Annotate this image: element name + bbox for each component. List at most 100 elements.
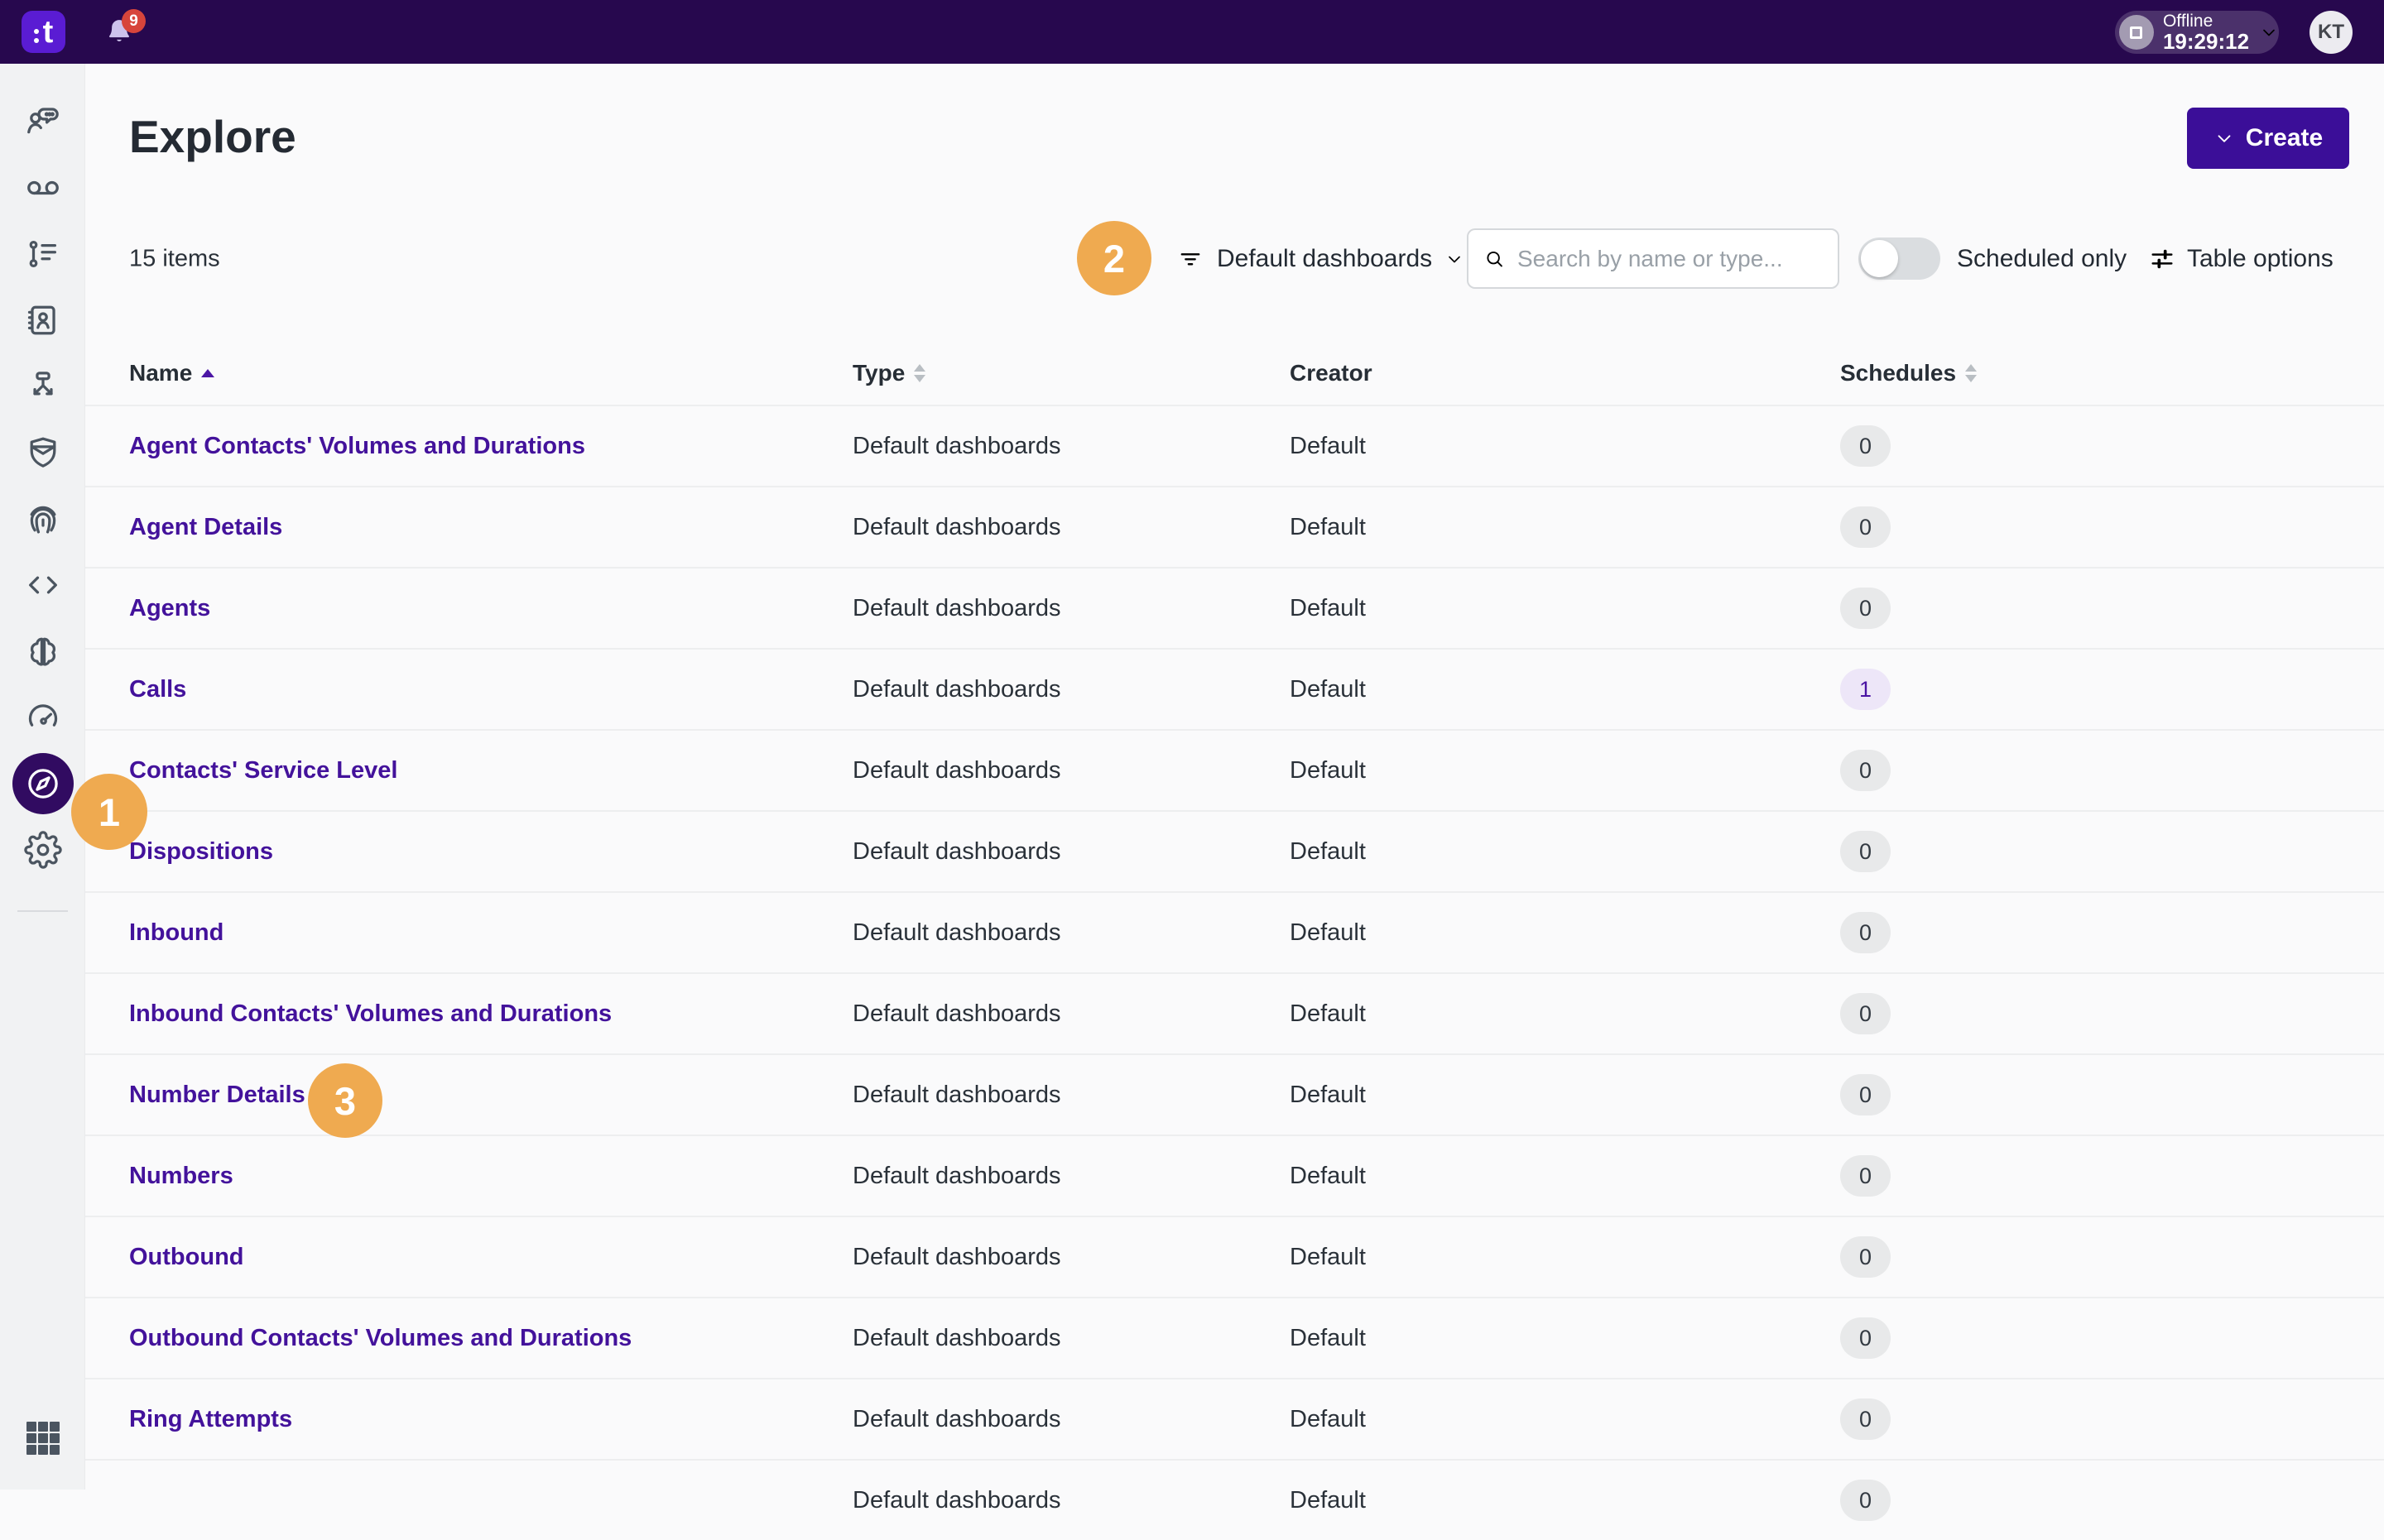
sidebar-item-developer[interactable] <box>24 566 62 604</box>
dashboard-link[interactable]: Agents <box>129 594 211 621</box>
column-header-type[interactable]: Type <box>853 360 926 386</box>
sidebar-item-agent-chat[interactable] <box>24 103 62 141</box>
search-icon <box>1487 251 1502 266</box>
schedules-count-badge: 0 <box>1840 425 1891 467</box>
status-timer: 19:29:12 <box>2162 29 2250 54</box>
row-type: Default dashboards <box>853 675 1061 703</box>
chevron-down-icon <box>2218 135 2231 142</box>
explore-compass-icon <box>27 769 58 799</box>
schedules-count-badge: 0 <box>1840 993 1891 1034</box>
table-row: Outbound Contacts' Volumes and Durations… <box>85 1297 2384 1378</box>
chevron-down-icon <box>1449 256 1461 263</box>
notification-count-badge: 9 <box>122 9 146 33</box>
dashboard-link[interactable]: Numbers <box>129 1162 233 1189</box>
main-content: Explore Create 15 items Default dashboar… <box>85 64 2384 1521</box>
settings-gear-icon <box>23 831 62 869</box>
sort-ascending-icon <box>201 369 215 377</box>
schedules-count-badge: 0 <box>1840 831 1891 872</box>
row-type: Default dashboards <box>853 919 1061 946</box>
sort-icon <box>914 364 926 382</box>
table-options-label: Table options <box>2187 245 2334 272</box>
filter-selected-value: Default dashboards <box>1217 245 1433 272</box>
dashboard-link[interactable]: Outbound <box>129 1243 244 1270</box>
create-button[interactable]: Create <box>2187 108 2349 169</box>
table-row: Inbound Contacts' Volumes and Durations … <box>85 972 2384 1053</box>
type-filter-dropdown[interactable]: Default dashboards <box>1176 245 1464 273</box>
dashboard-link[interactable]: Inbound Contacts' Volumes and Durations <box>129 1000 613 1027</box>
dashboard-link[interactable]: Number Details <box>129 1081 305 1108</box>
notifications-button[interactable]: 9 <box>103 9 146 50</box>
sidebar-item-voicemail[interactable] <box>24 169 62 207</box>
row-creator: Default <box>1290 594 1366 621</box>
schedules-count-badge: 0 <box>1840 912 1891 953</box>
ai-brain-icon <box>30 637 55 666</box>
sidebar-item-settings[interactable] <box>23 831 62 869</box>
filter-lines-icon <box>1180 253 1200 266</box>
search-input[interactable] <box>1517 245 1823 272</box>
dashboard-link[interactable]: Dispositions <box>129 837 274 865</box>
sidebar-divider <box>17 910 68 912</box>
schedules-count-badge: 0 <box>1840 1074 1891 1115</box>
row-creator: Default <box>1290 1243 1366 1270</box>
create-button-label: Create <box>2245 124 2324 151</box>
annotation-step-1: 1 <box>71 774 147 850</box>
dashboard-link[interactable]: Outbound Contacts' Volumes and Durations <box>129 1324 632 1351</box>
status-label: Offline <box>2162 12 2213 31</box>
table-row: Calls Default dashboards Default 1 <box>85 648 2384 729</box>
row-type: Default dashboards <box>853 1405 1061 1432</box>
logo-dots <box>33 29 39 43</box>
row-type: Default dashboards <box>853 1162 1061 1189</box>
row-creator: Default <box>1290 919 1366 946</box>
page-title: Explore <box>129 111 296 162</box>
column-header-name[interactable]: Name <box>129 360 215 386</box>
dashboard-link[interactable]: Contacts' Service Level <box>129 756 398 784</box>
interaction-list-icon <box>29 240 56 268</box>
dashboard-link[interactable]: Ring Attempts <box>129 1405 293 1432</box>
row-type: Default dashboards <box>853 756 1061 784</box>
sidebar-item-dashboards[interactable] <box>24 698 62 736</box>
sidebar-item-quality[interactable] <box>24 434 62 472</box>
user-avatar[interactable]: KT <box>2310 11 2353 54</box>
top-bar: t 9 Offline 19:29:12 KT <box>0 0 2384 64</box>
sort-icon <box>1965 364 1978 382</box>
dashboard-gauge-icon <box>28 704 57 727</box>
sidebar-item-contacts[interactable] <box>24 301 62 339</box>
column-header-schedules[interactable]: Schedules <box>1840 360 1978 386</box>
row-type: Default dashboards <box>853 1081 1061 1108</box>
table-row: Inbound Default dashboards Default 0 <box>85 891 2384 972</box>
row-creator: Default <box>1290 1486 1366 1514</box>
dashboard-link[interactable]: Agent Details <box>129 513 283 540</box>
sidebar-item-ai[interactable] <box>24 632 62 670</box>
row-type: Default dashboards <box>853 1000 1061 1027</box>
table-controls: 15 items Default dashboards Scheduled on… <box>85 228 2384 290</box>
table-header: Name Type Creator Schedules <box>85 342 2384 405</box>
agent-chat-icon <box>26 108 59 134</box>
sidebar-item-explore-selected[interactable] <box>12 753 74 814</box>
items-count: 15 items <box>129 245 220 272</box>
row-type: Default dashboards <box>853 837 1061 865</box>
scheduled-only-label: Scheduled only <box>1957 245 2127 272</box>
row-creator: Default <box>1290 1162 1366 1189</box>
apps-launcher-button[interactable] <box>26 1422 60 1455</box>
fingerprint-icon <box>30 506 55 534</box>
scheduled-only-toggle[interactable] <box>1858 237 1940 280</box>
schedules-count-badge: 0 <box>1840 1398 1891 1440</box>
agent-status-selector[interactable]: Offline 19:29:12 <box>2115 11 2279 54</box>
sidebar-item-routing[interactable] <box>24 367 62 405</box>
row-creator: Default <box>1290 675 1366 703</box>
row-creator: Default <box>1290 1324 1366 1351</box>
dashboard-link[interactable]: Inbound <box>129 919 224 946</box>
row-type: Default dashboards <box>853 594 1061 621</box>
table-row: Default dashboards Default 0 <box>85 1459 2384 1540</box>
table-options-button[interactable]: Table options <box>2148 245 2334 273</box>
table-row: Numbers Default dashboards Default 0 <box>85 1135 2384 1216</box>
talkdesk-logo[interactable]: t <box>22 11 65 53</box>
dashboard-link[interactable]: Agent Contacts' Volumes and Durations <box>129 432 585 459</box>
table-row: Ring Attempts Default dashboards Default… <box>85 1378 2384 1459</box>
sidebar-item-identity[interactable] <box>24 500 62 538</box>
schedules-count-badge: 0 <box>1840 1480 1891 1521</box>
dashboard-link[interactable]: Calls <box>129 675 187 703</box>
sidebar-item-interactions[interactable] <box>24 235 62 273</box>
schedules-count-badge: 0 <box>1840 750 1891 791</box>
status-offline-icon <box>2119 15 2154 50</box>
